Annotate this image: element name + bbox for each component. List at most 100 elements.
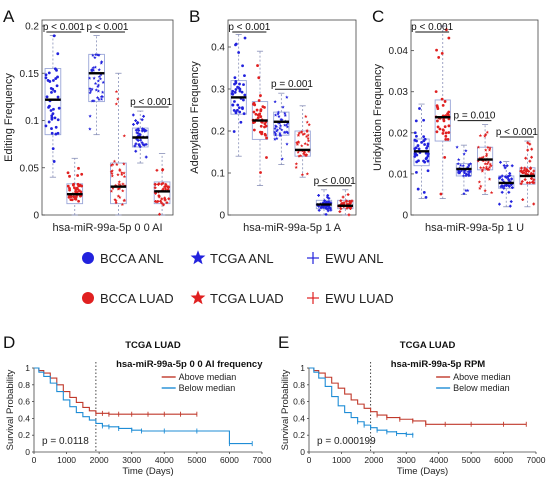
survival-panels: D 0 0.2 0.4 0.6 0.8 1 0 1000 2000 3000 4000 5000 6000…	[3, 333, 546, 477]
data-point	[464, 148, 468, 153]
legend-marker-plus-icon	[307, 252, 319, 264]
data-point	[444, 134, 448, 138]
data-point	[273, 113, 278, 117]
data-point	[101, 80, 105, 84]
data-point	[56, 75, 59, 79]
y-tick-label: 0.2	[293, 430, 305, 440]
data-point	[435, 48, 438, 52]
data-point	[322, 205, 325, 209]
data-point	[323, 199, 326, 203]
box-panels: A Editing Frequency hsa-miR-99a-5p 0 0 AI 0…	[3, 7, 539, 234]
data-point	[304, 114, 308, 118]
panel-letter: C	[372, 7, 384, 26]
data-point	[241, 107, 244, 111]
data-point	[114, 198, 118, 203]
data-point	[350, 199, 354, 203]
data-point	[232, 130, 236, 133]
data-point	[524, 156, 528, 160]
data-point	[164, 187, 167, 191]
data-point	[300, 144, 304, 148]
data-point	[142, 114, 145, 118]
data-point	[97, 97, 101, 101]
data-point	[303, 141, 307, 146]
data-point	[56, 52, 60, 56]
x-tick-label: 4000	[155, 455, 174, 465]
data-point	[299, 130, 304, 134]
data-point	[164, 182, 168, 186]
data-point	[273, 124, 278, 128]
significance-label: p = 0.010	[454, 111, 496, 122]
data-point	[302, 152, 307, 157]
data-point	[498, 175, 502, 179]
data-point	[413, 147, 417, 151]
p-value: p = 0.000199	[317, 436, 376, 447]
legend-item-ewu-anl: EWU ANL	[307, 251, 384, 266]
data-point	[243, 74, 246, 78]
data-point	[259, 171, 262, 174]
data-point	[56, 95, 60, 99]
data-point	[483, 132, 488, 137]
data-point	[273, 133, 278, 137]
data-point	[117, 186, 122, 191]
legend-label: BCCA LUAD	[100, 291, 174, 306]
data-point	[436, 125, 440, 129]
data-point	[478, 186, 482, 190]
data-point	[345, 206, 349, 210]
data-point	[526, 141, 530, 145]
y-tick-label: 0.4	[293, 413, 305, 423]
data-point	[300, 172, 305, 177]
box-tcga-anl	[455, 144, 473, 196]
data-point	[259, 108, 263, 112]
data-point	[272, 130, 277, 134]
data-point	[53, 116, 57, 120]
significance-label: p < 0.001	[87, 22, 129, 33]
data-point	[465, 172, 469, 176]
data-point	[349, 201, 352, 205]
panel-letter: E	[278, 333, 289, 352]
data-point	[261, 105, 265, 109]
y-tick-label: 0.02	[389, 128, 409, 139]
data-point	[114, 102, 119, 106]
data-point	[484, 148, 488, 152]
y-tick-label: 0	[25, 447, 30, 457]
data-point	[464, 188, 468, 192]
data-point	[263, 125, 266, 129]
data-point	[240, 90, 244, 94]
data-point	[485, 162, 490, 166]
data-point	[532, 202, 536, 206]
data-point	[135, 131, 139, 135]
data-point	[306, 142, 310, 147]
box-bcca-luad	[66, 157, 84, 216]
x-tick-label: 6000	[494, 455, 513, 465]
data-point	[236, 108, 239, 112]
y-axis-label: Survival Probability	[5, 369, 16, 450]
legend-item-bcca-anl: BCCA ANL	[82, 251, 164, 266]
data-point	[109, 163, 114, 167]
data-point	[436, 105, 439, 109]
data-point	[93, 81, 98, 85]
data-point	[503, 184, 506, 188]
y-tick-label: 0.01	[389, 169, 409, 180]
x-tick-label: 7000	[253, 455, 272, 465]
data-point	[485, 152, 489, 156]
data-point	[257, 99, 261, 102]
data-point	[458, 163, 463, 167]
data-point	[45, 95, 49, 99]
box-ewu-anl	[498, 160, 515, 208]
data-point	[109, 189, 114, 193]
data-point	[282, 123, 287, 127]
data-point	[487, 177, 492, 181]
y-tick-label: 0.2	[18, 430, 30, 440]
data-point	[44, 73, 48, 77]
data-point	[47, 120, 51, 124]
data-point	[252, 121, 255, 125]
data-point	[444, 137, 448, 141]
data-point	[295, 142, 300, 146]
data-point	[110, 162, 115, 167]
y-tick-label: 0.2	[25, 22, 39, 33]
data-point	[51, 112, 55, 116]
x-tick-label: 3000	[397, 455, 416, 465]
legend-marker-star-icon	[190, 290, 206, 305]
data-point	[154, 200, 157, 203]
